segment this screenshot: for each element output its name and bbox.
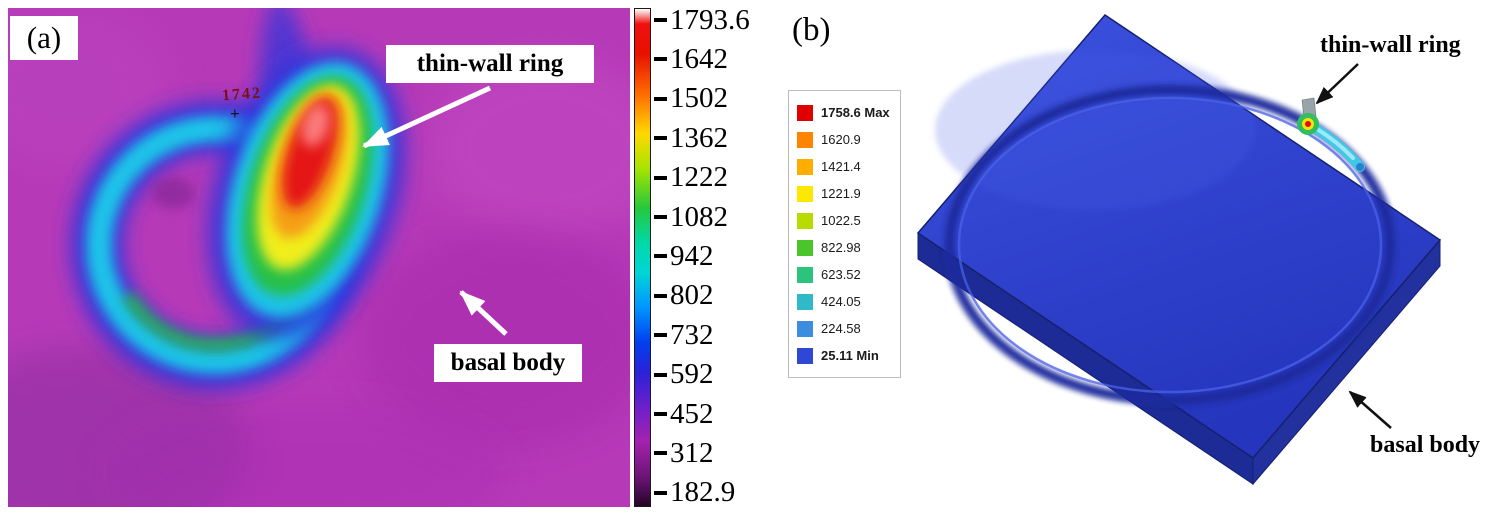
colorbar-tick: 1642 bbox=[654, 43, 758, 75]
legend-entry: 1421.4 bbox=[797, 153, 890, 180]
legend-entry: 1620.9 bbox=[797, 126, 890, 153]
legend-color-swatch bbox=[797, 158, 813, 175]
legend-color-swatch bbox=[797, 131, 813, 148]
colorbar-tick-label: 1642 bbox=[670, 42, 728, 75]
thin-wall-ring-label-b: thin-wall ring bbox=[1320, 32, 1461, 58]
colorbar-tick-label: 1222 bbox=[670, 161, 728, 194]
colorbar-tick-label: 592 bbox=[670, 358, 714, 391]
thin-wall-ring-part bbox=[1297, 97, 1365, 172]
hot-dot-red bbox=[1305, 121, 1311, 127]
part-blue-tip bbox=[1356, 163, 1364, 171]
colorbar-tick-labels: 1793.6 1642 1502 1362 1222 1082 942 802 732 592 45… bbox=[654, 4, 758, 509]
basal-body-label-a: basal body bbox=[434, 344, 582, 382]
colorbar-tick-mark bbox=[654, 372, 667, 377]
colorbar-tick: 1793.6 bbox=[654, 4, 758, 36]
colorbar-tick-label: 1793.6 bbox=[670, 3, 750, 36]
legend-value-label: 1421.4 bbox=[821, 159, 861, 174]
colorbar-tick-mark bbox=[654, 293, 667, 298]
panel-a-tag: (a) bbox=[10, 16, 78, 60]
thin-wall-ring-label-a: thin-wall ring bbox=[386, 45, 594, 83]
hotspot-cursor-marker: + bbox=[230, 104, 240, 123]
legend-value-label: 1758.6 Max bbox=[821, 105, 890, 120]
legend-entry: 1758.6 Max bbox=[797, 99, 890, 126]
temperature-legend: 1758.6 Max 1620.9 1421.4 1221.9 1022.5 822.98… bbox=[788, 90, 901, 378]
colorbar-tick-mark bbox=[654, 412, 667, 417]
thermal-dark-patch bbox=[358, 228, 630, 448]
colorbar-tick-mark bbox=[654, 18, 667, 22]
colorbar-tick-label: 1082 bbox=[670, 200, 728, 233]
colorbar-tick: 592 bbox=[654, 359, 758, 391]
legend-color-swatch bbox=[797, 266, 813, 283]
colorbar-tick-label: 802 bbox=[670, 279, 714, 312]
colorbar-tick: 1222 bbox=[654, 162, 758, 194]
legend-value-label: 1620.9 bbox=[821, 132, 861, 147]
legend-entry: 424.05 bbox=[797, 288, 890, 315]
plate-sheen bbox=[935, 50, 1255, 210]
colorbar-tick-mark bbox=[654, 215, 667, 220]
legend-value-label: 424.05 bbox=[821, 294, 861, 309]
part-gray-nub bbox=[1301, 97, 1317, 119]
colorbar-tick-mark bbox=[654, 254, 667, 259]
legend-color-swatch bbox=[797, 239, 813, 256]
fem-model bbox=[905, 0, 1465, 515]
basal-body-label-b: basal body bbox=[1370, 432, 1481, 458]
legend-entry: 623.52 bbox=[797, 261, 890, 288]
colorbar-tick: 1362 bbox=[654, 122, 758, 154]
legend-entry: 25.11 Min bbox=[797, 342, 890, 369]
colorbar-tick: 452 bbox=[654, 398, 758, 430]
colorbar-tick-mark bbox=[654, 96, 667, 101]
legend-entry: 1221.9 bbox=[797, 180, 890, 207]
hot-spot-core bbox=[301, 104, 330, 147]
hotspot-temperature-label: 1742 bbox=[221, 84, 263, 105]
legend-value-label: 1221.9 bbox=[821, 186, 861, 201]
colorbar-tick-label: 942 bbox=[670, 239, 714, 272]
colorbar-tick-label: 732 bbox=[670, 318, 714, 351]
groove-ring bbox=[945, 85, 1395, 405]
legend-entry: 822.98 bbox=[797, 234, 890, 261]
colorbar-tick-mark bbox=[654, 136, 667, 141]
colorbar-tick: 942 bbox=[654, 240, 758, 272]
colorbar-tick-mark bbox=[654, 451, 667, 456]
legend-value-label: 822.98 bbox=[821, 240, 861, 255]
thermal-dark-patch bbox=[108, 403, 508, 507]
colorbar-tick-mark bbox=[654, 57, 667, 62]
legend-color-swatch bbox=[797, 185, 813, 202]
colorbar-tick-label: 452 bbox=[670, 397, 714, 430]
colorbar-tick-label: 312 bbox=[670, 436, 714, 469]
colorbar-tick: 182.9 bbox=[654, 477, 758, 509]
colorbar-tick-mark bbox=[654, 333, 667, 338]
legend-value-label: 1022.5 bbox=[821, 213, 861, 228]
hot-spot bbox=[207, 47, 406, 339]
legend-color-swatch bbox=[797, 347, 813, 364]
legend-value-label: 224.58 bbox=[821, 321, 861, 336]
plate-svg bbox=[916, 14, 1442, 486]
legend-entry: 1022.5 bbox=[797, 207, 890, 234]
colorbar-tick-mark bbox=[654, 490, 667, 495]
colorbar-tick: 1502 bbox=[654, 83, 758, 115]
legend-entry: 224.58 bbox=[797, 315, 890, 342]
legend-value-label: 623.52 bbox=[821, 267, 861, 282]
temperature-colorbar bbox=[634, 8, 651, 507]
colorbar-tick: 732 bbox=[654, 319, 758, 351]
colorbar-tick-label: 1502 bbox=[670, 82, 728, 115]
panel-b-tag: (b) bbox=[792, 12, 831, 48]
colorbar-tick: 312 bbox=[654, 437, 758, 469]
panel-b: (b) 1758.6 Max 1620.9 1421.4 1221.9 1022.5 82… bbox=[770, 0, 1505, 515]
colorbar-tick: 802 bbox=[654, 280, 758, 312]
panel-a: 1742 + (a) thin-wall ring basal body 179… bbox=[8, 4, 758, 509]
legend-color-swatch bbox=[797, 320, 813, 337]
groove-highlight bbox=[957, 96, 1383, 394]
legend-color-swatch bbox=[797, 104, 813, 121]
part-light-arc bbox=[1315, 127, 1355, 160]
legend-color-swatch bbox=[797, 212, 813, 229]
colorbar-tick-mark bbox=[654, 175, 667, 180]
colorbar-tick: 1082 bbox=[654, 201, 758, 233]
colorbar-tick-label: 1362 bbox=[670, 121, 728, 154]
legend-color-swatch bbox=[797, 293, 813, 310]
inner-dark-spot bbox=[151, 177, 195, 209]
colorbar-tick-label: 182.9 bbox=[670, 476, 736, 509]
legend-value-label: 25.11 Min bbox=[821, 348, 879, 363]
